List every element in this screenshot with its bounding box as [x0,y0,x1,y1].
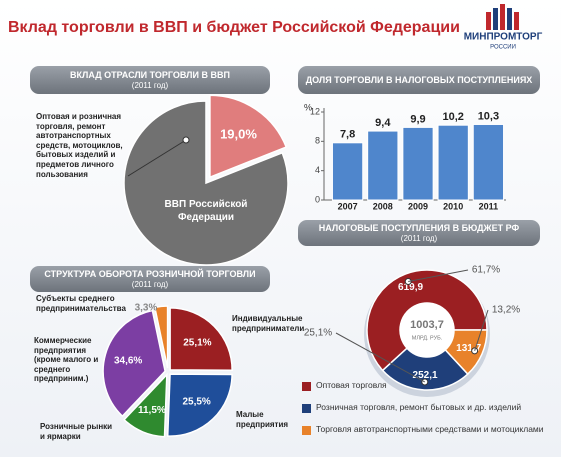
value-label: 19,0% [220,127,257,142]
category-text: Субъекты среднего предпринимательства [36,294,126,313]
share-label: 13,2% [492,305,520,316]
panel-title: СТРУКТУРА ОБОРОТА РОЗНИЧНОЙ ТОРГОВЛИ [44,269,256,280]
panel-title: ВКЛАД ОТРАСЛИ ТОРГОВЛИ В ВВП [70,70,230,81]
legend-text: Торговля автотранспортными средствами и … [316,424,544,434]
bar [402,126,434,201]
pie-slice [166,373,233,437]
bar [472,123,505,201]
value-label: 3,3% [135,303,158,314]
value-label: 11,5% [138,405,166,416]
panel-title: ДОЛЯ ТОРГОВЛИ В НАЛОГОВЫХ ПОСТУПЛЕНИЯХ [305,74,533,85]
category-text: Розничные рынки и ярмарки [40,422,113,441]
category-label: Малые предприятия [236,410,289,429]
value-label: 10,2 [442,111,463,123]
pie-slice [169,307,233,372]
category-label: Индивидуальные предприниматели [232,314,305,333]
panel-subtitle: (2011 год) [131,279,169,289]
panel-title: НАЛОГОВЫЕ ПОСТУПЛЕНИЯ В БЮДЖЕТ РФ [318,223,520,234]
y-tick-label: 8 [315,136,320,146]
y-tick-label: 4 [315,165,320,175]
legend-swatch [302,382,311,391]
bar [367,130,399,201]
share-leader [474,309,489,351]
panel-subtitle: (2011 год) [131,80,169,90]
category-label: Розничные рынки и ярмарки [40,422,113,441]
x-tick-label: 2009 [408,201,428,211]
logo-subtext: РОССИИ [490,45,516,51]
legend-entry: Торговля автотранспортными средствами и … [316,424,544,434]
value-label: 9,4 [375,117,391,129]
donut-hole [400,303,454,357]
pie-slice [123,372,168,438]
y-tick-label: 0 [315,194,320,204]
panel-header: ДОЛЯ ТОРГОВЛИ В НАЛОГОВЫХ ПОСТУПЛЕНИЯХ [298,66,540,94]
total-label: 1003,7 [410,319,444,331]
category-label: ВВП Российской Федерации [164,199,248,223]
legend-text: Оптовая торговля [316,380,387,390]
bar [331,142,364,201]
category-label: Субъекты среднего предпринимательства [36,294,126,313]
page-title: Вклад торговли в ВВП и бюджет Российской… [8,19,460,36]
value-label: 25,1% [183,337,211,348]
value-label: 9,9 [410,113,425,125]
pie-slice [153,305,169,369]
category-label: Коммерческие предприятия (кроме малого и… [34,336,99,384]
legend-text: Розничная торговля, ремонт бытовых и др.… [316,402,522,412]
share-leader [335,332,426,383]
share-label: 61,7% [472,265,500,276]
value-label: 10,3 [478,110,499,122]
value-label: 25,5% [182,397,210,408]
value-label: 7,8 [340,129,355,141]
share-label: 25,1% [304,328,332,339]
leader-dot [182,136,190,144]
category-text: Малые предприятия [236,410,289,429]
category-text: Оптовая и розничная торговля, ремонт авт… [36,112,123,179]
value-label: 131,7 [456,343,481,354]
y-tick-label: 12 [310,106,320,116]
x-tick-label: 2011 [479,201,499,211]
category-text: Индивидуальные предприниматели [232,314,305,333]
x-tick-label: 2008 [373,201,393,211]
share-leader [408,269,469,283]
x-tick-label: 2007 [338,201,358,211]
leader-line [127,139,187,177]
panel-header: СТРУКТУРА ОБОРОТА РОЗНИЧНОЙ ТОРГОВЛИ(201… [30,266,270,292]
value-label: 252,1 [413,370,438,381]
x-tick-label: 2010 [443,201,463,211]
legend-entry: Розничная торговля, ремонт бытовых и др.… [316,402,522,412]
category-text: ВВП Российской Федерации [164,199,248,223]
logo: МИНПРОМТОРГ РОССИИ [464,4,543,51]
panel-header: НАЛОГОВЫЕ ПОСТУПЛЕНИЯ В БЮДЖЕТ РФ(2011 г… [298,220,540,246]
value-label: 619,9 [398,282,423,293]
total-unit: МЛРД. РУБ. [412,335,443,341]
value-label: 34,6% [114,355,142,366]
category-label: Оптовая и розничная торговля, ремонт авт… [36,112,123,179]
header-box: СТРУКТУРА ОБОРОТА РОЗНИЧНОЙ ТОРГОВЛИ (201… [30,266,270,292]
header-box: НАЛОГОВЫЕ ПОСТУПЛЕНИЯ В БЮДЖЕТ РФ (2011 г… [298,220,540,246]
header-box: ВКЛАД ОТРАСЛИ ТОРГОВЛИ В ВВП (2011 год) [30,66,270,94]
panel-header: ВКЛАД ОТРАСЛИ ТОРГОВЛИ В ВВП(2011 год) [30,66,270,94]
logo-text: МИНПРОМТОРГ [464,32,543,43]
pie-slice [209,94,288,179]
legend-swatch [302,426,311,435]
y-axis-label: % [304,102,312,112]
legend-entry: Оптовая торговля [316,380,387,390]
header-box: ДОЛЯ ТОРГОВЛИ В НАЛОГОВЫХ ПОСТУПЛЕНИЯХ [298,66,540,94]
pie-slice [102,309,166,418]
legend-swatch [302,404,311,413]
pie-slice [123,100,289,266]
bar [437,124,469,201]
panel-subtitle: (2011 год) [400,233,438,243]
category-text: Коммерческие предприятия (кроме малого и… [34,336,99,384]
